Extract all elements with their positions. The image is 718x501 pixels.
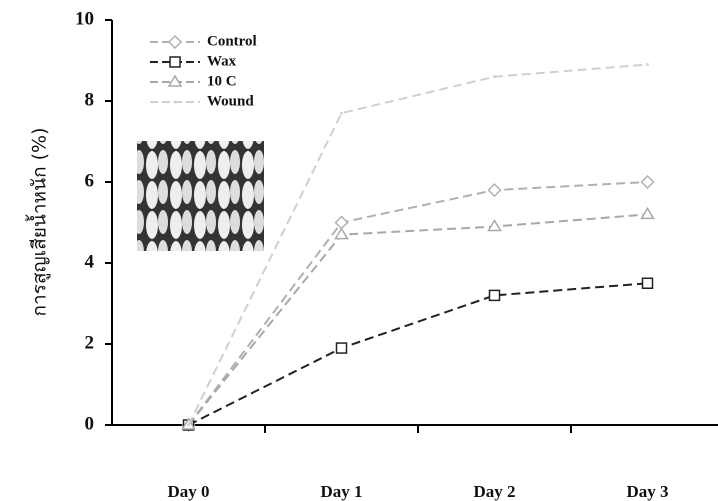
marker [640,174,655,190]
series-line [187,63,648,426]
marker [334,227,349,240]
x-tick-label: Day 1 [320,482,362,501]
y-tick-label: 10 [75,8,94,29]
x-tick-label: Day 2 [473,482,515,501]
marker [335,342,348,354]
marker [488,289,501,302]
marker [340,111,343,115]
marker [487,219,502,232]
marker [167,34,183,50]
x-tick-label: Day 0 [167,482,209,501]
y-axis-title: การสูญเสียน้ำหนัก (%) [26,128,51,317]
marker [334,215,349,230]
y-tick-label: 0 [85,413,95,434]
marker [640,206,655,220]
series-line [187,181,648,426]
marker [187,423,190,427]
marker [173,100,177,104]
marker [493,75,496,79]
marker [169,56,181,68]
marker [167,74,183,87]
y-tick-label: 8 [85,89,95,110]
marker [487,183,502,198]
inset-photo [137,141,264,251]
legend-label: Wound [207,93,254,109]
x-tick-label: Day 3 [626,482,668,501]
series-line [188,282,648,426]
marker [646,63,649,67]
marker [641,277,654,289]
legend-label: Control [207,33,257,49]
y-tick-label: 4 [85,251,95,272]
legend-label: 10 C [207,73,237,89]
y-tick-label: 6 [85,170,95,191]
legend-label: Wax [207,53,237,69]
y-tick-label: 2 [85,332,95,353]
